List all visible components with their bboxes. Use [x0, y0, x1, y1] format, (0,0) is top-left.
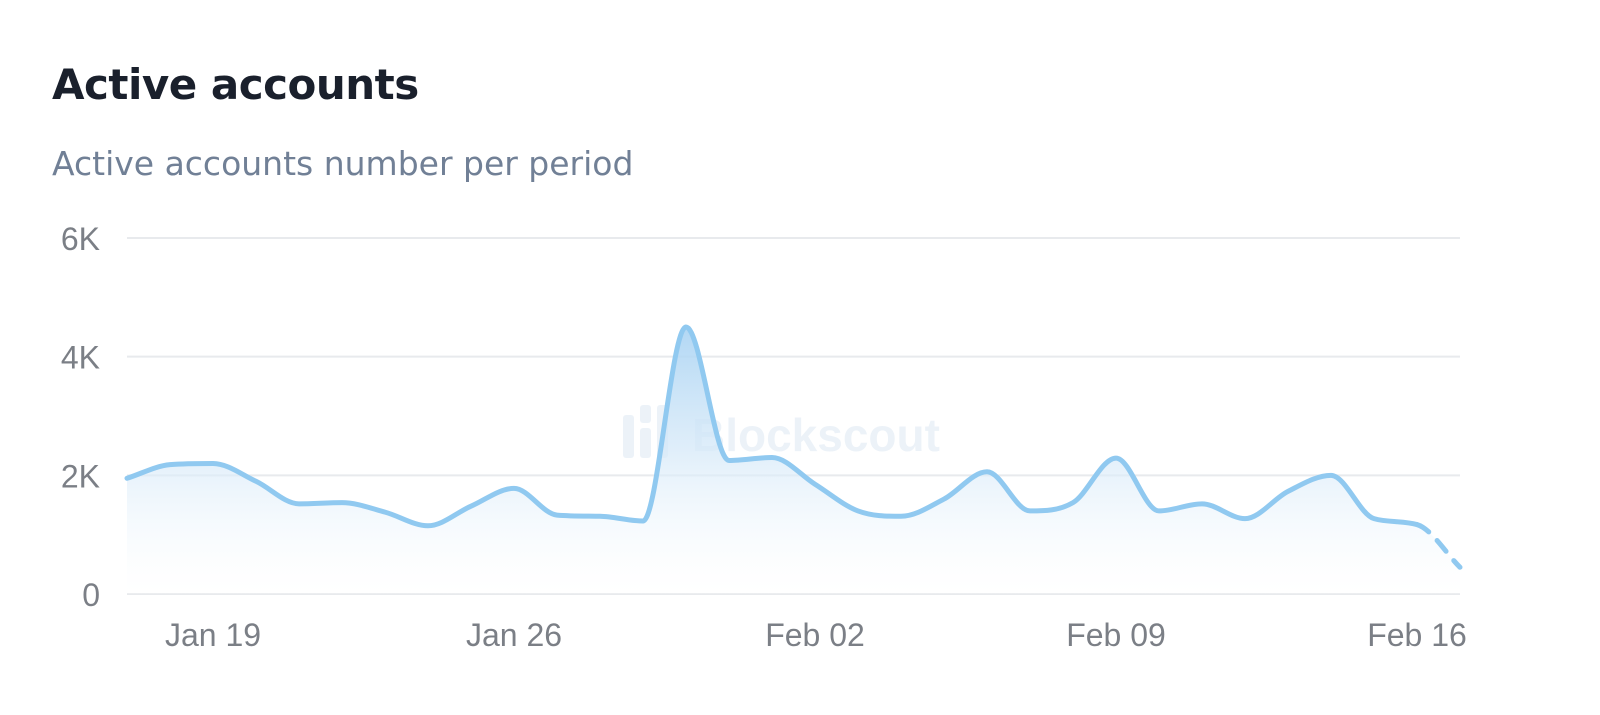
data-point — [1285, 488, 1291, 494]
y-tick-label: 2K — [61, 458, 100, 494]
data-point — [898, 513, 904, 519]
data-point — [382, 509, 388, 515]
watermark: Blockscout — [623, 405, 940, 461]
data-point — [1242, 516, 1248, 522]
y-tick-label: 0 — [82, 577, 100, 613]
chart-title: Active accounts — [52, 60, 419, 109]
data-point — [683, 324, 689, 330]
data-point — [425, 523, 431, 529]
data-point — [984, 469, 990, 475]
data-point — [1457, 564, 1463, 570]
data-point — [941, 496, 947, 502]
data-point — [640, 518, 646, 524]
y-tick-label: 6K — [61, 221, 100, 257]
data-point — [1156, 508, 1162, 514]
series-line-incomplete — [1414, 522, 1463, 570]
data-point — [855, 508, 861, 514]
x-tick-label: Jan 26 — [466, 617, 562, 653]
watermark-text: Blockscout — [692, 409, 940, 461]
data-point — [769, 455, 775, 461]
data-point — [554, 512, 560, 518]
data-point — [1113, 455, 1119, 461]
series-area — [127, 327, 1460, 594]
data-point — [1371, 516, 1377, 522]
x-tick-label: Jan 19 — [165, 617, 261, 653]
x-tick-label: Feb 09 — [1066, 617, 1166, 653]
y-tick-label: 4K — [61, 340, 100, 376]
x-tick-label: Feb 02 — [765, 617, 865, 653]
chart-subtitle: Active accounts number per period — [52, 144, 634, 183]
data-point — [468, 503, 474, 509]
data-point — [511, 485, 517, 491]
data-point — [726, 458, 732, 464]
x-tick-label: Feb 16 — [1367, 617, 1467, 653]
data-point — [339, 500, 345, 506]
data-point — [812, 481, 818, 487]
data-point — [1027, 508, 1033, 514]
data-point — [1328, 472, 1334, 478]
data-point — [124, 475, 130, 481]
data-point — [210, 460, 216, 466]
data-point — [1199, 501, 1205, 507]
data-point — [1070, 500, 1076, 506]
data-point — [296, 501, 302, 507]
data-point — [1414, 522, 1420, 528]
data-point — [167, 462, 173, 468]
data-point — [597, 513, 603, 519]
series-line — [124, 324, 1420, 529]
data-point — [253, 478, 259, 484]
